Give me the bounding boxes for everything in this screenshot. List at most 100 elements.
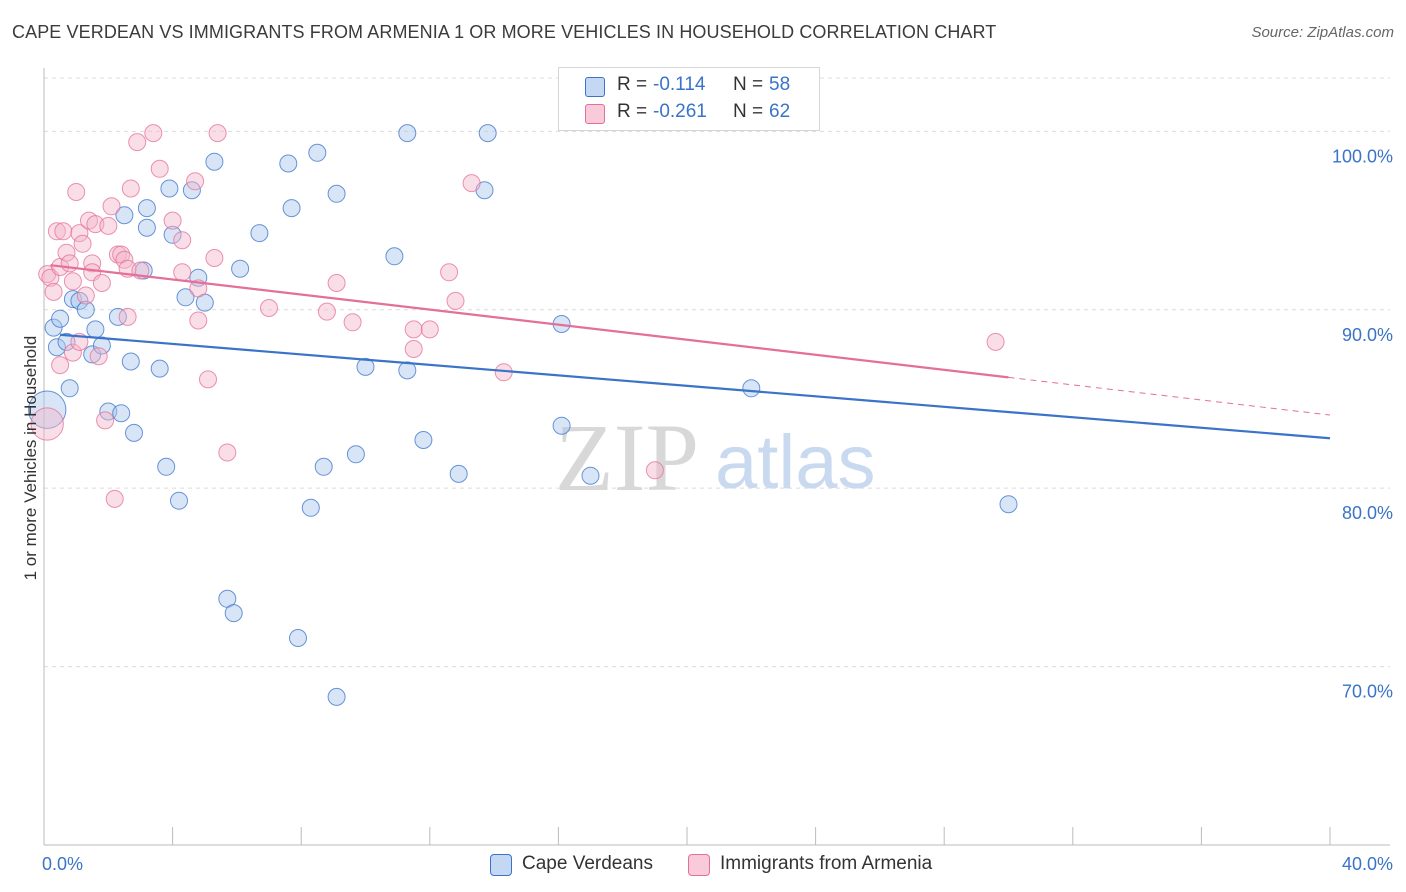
point-armenia bbox=[99, 216, 118, 235]
point-cape-verdean bbox=[160, 179, 179, 198]
point-armenia bbox=[30, 407, 64, 441]
point-armenia bbox=[128, 133, 147, 152]
point-armenia bbox=[57, 243, 76, 262]
point-armenia bbox=[102, 197, 121, 216]
data-points bbox=[28, 124, 1018, 706]
point-armenia bbox=[60, 254, 79, 273]
watermark-atlas: atlas bbox=[715, 420, 876, 505]
chart-title: CAPE VERDEAN VS IMMIGRANTS FROM ARMENIA … bbox=[12, 22, 997, 42]
trend-line-armenia-extension bbox=[1008, 376, 1331, 416]
legend-n-label: N = bbox=[733, 74, 764, 95]
point-armenia bbox=[404, 320, 423, 339]
point-armenia bbox=[189, 279, 208, 298]
point-cape-verdean bbox=[308, 143, 327, 162]
point-cape-verdean bbox=[76, 300, 95, 319]
point-armenia bbox=[150, 159, 169, 178]
point-armenia bbox=[205, 249, 224, 267]
point-cape-verdean bbox=[205, 152, 224, 171]
point-armenia bbox=[144, 124, 163, 143]
point-cape-verdean bbox=[250, 224, 269, 243]
point-cape-verdean bbox=[176, 288, 195, 307]
legend-n-label: N = bbox=[733, 101, 764, 122]
point-cape-verdean bbox=[28, 390, 67, 429]
point-armenia bbox=[317, 302, 336, 321]
watermark: ZIP atlas bbox=[555, 404, 876, 511]
point-cape-verdean bbox=[121, 352, 140, 371]
point-armenia bbox=[54, 222, 73, 241]
grid-lines bbox=[44, 77, 1390, 668]
y-tick-label: 80.0% bbox=[1342, 503, 1393, 523]
tick-labels: 70.0% 80.0% 90.0% 100.0% 0.0% 40.0% bbox=[42, 146, 1393, 874]
point-cape-verdean bbox=[60, 379, 79, 398]
point-cape-verdean bbox=[327, 687, 346, 706]
point-cape-verdean bbox=[57, 332, 76, 351]
point-cape-verdean bbox=[282, 199, 301, 218]
point-armenia bbox=[186, 172, 205, 191]
legend-r-value: -0.261 bbox=[653, 101, 707, 122]
source-label: Source: ZipAtlas.com bbox=[1251, 24, 1394, 41]
point-cape-verdean bbox=[301, 498, 320, 517]
point-armenia bbox=[173, 231, 192, 250]
point-cape-verdean bbox=[279, 154, 298, 173]
point-armenia bbox=[173, 263, 192, 282]
y-tick-label: 90.0% bbox=[1342, 325, 1393, 345]
point-armenia bbox=[70, 224, 89, 243]
point-cape-verdean bbox=[150, 359, 169, 378]
point-cape-verdean bbox=[108, 307, 127, 326]
point-armenia bbox=[163, 211, 182, 230]
trend-line-armenia bbox=[50, 264, 1009, 379]
point-armenia bbox=[446, 291, 465, 310]
point-armenia bbox=[462, 174, 481, 193]
point-armenia bbox=[105, 489, 124, 508]
point-cape-verdean bbox=[449, 464, 468, 483]
y-tick-label: 100.0% bbox=[1332, 146, 1393, 166]
point-armenia bbox=[67, 183, 86, 201]
bottom-legend-swatch-pink bbox=[688, 854, 710, 876]
point-cape-verdean bbox=[398, 361, 417, 380]
legend-r-value: -0.114 bbox=[653, 74, 706, 95]
point-cape-verdean bbox=[478, 124, 497, 143]
point-armenia bbox=[404, 340, 423, 358]
point-armenia bbox=[440, 263, 459, 282]
point-cape-verdean bbox=[289, 629, 307, 647]
legend-r-label: R = bbox=[617, 101, 648, 122]
trend-line-cape-verdean bbox=[59, 333, 1331, 440]
point-cape-verdean bbox=[398, 124, 417, 143]
point-armenia bbox=[76, 286, 95, 305]
point-cape-verdean bbox=[224, 604, 243, 623]
x-tick-label: 0.0% bbox=[42, 854, 83, 874]
bottom-legend-label: Cape Verdeans bbox=[522, 853, 653, 874]
point-armenia bbox=[260, 299, 278, 317]
y-axis-label: 1 or more Vehicles in Household bbox=[21, 336, 40, 581]
legend-r-label: R = bbox=[617, 74, 648, 95]
point-cape-verdean bbox=[115, 206, 134, 225]
point-armenia bbox=[63, 343, 82, 362]
point-cape-verdean bbox=[44, 318, 63, 337]
point-cape-verdean bbox=[137, 199, 156, 218]
point-armenia bbox=[343, 313, 362, 332]
point-armenia bbox=[63, 272, 82, 291]
point-cape-verdean bbox=[231, 259, 250, 278]
point-armenia bbox=[199, 370, 217, 389]
point-cape-verdean bbox=[314, 457, 333, 476]
point-cape-verdean bbox=[125, 423, 143, 442]
legend-swatch-blue bbox=[585, 77, 605, 97]
point-armenia bbox=[89, 347, 108, 366]
point-armenia bbox=[208, 124, 227, 143]
y-tick-label: 70.0% bbox=[1342, 682, 1393, 702]
point-cape-verdean bbox=[86, 320, 105, 339]
point-cape-verdean bbox=[999, 495, 1018, 514]
point-armenia bbox=[121, 179, 140, 198]
point-armenia bbox=[118, 307, 137, 326]
point-armenia bbox=[218, 443, 237, 462]
point-cape-verdean bbox=[327, 184, 346, 203]
x-tick-label: 40.0% bbox=[1342, 854, 1393, 874]
point-armenia bbox=[189, 311, 208, 330]
point-armenia bbox=[44, 282, 63, 301]
point-armenia bbox=[327, 274, 346, 292]
point-cape-verdean bbox=[385, 247, 404, 266]
point-cape-verdean bbox=[92, 336, 111, 355]
point-armenia bbox=[73, 234, 92, 253]
point-cape-verdean bbox=[163, 225, 182, 244]
